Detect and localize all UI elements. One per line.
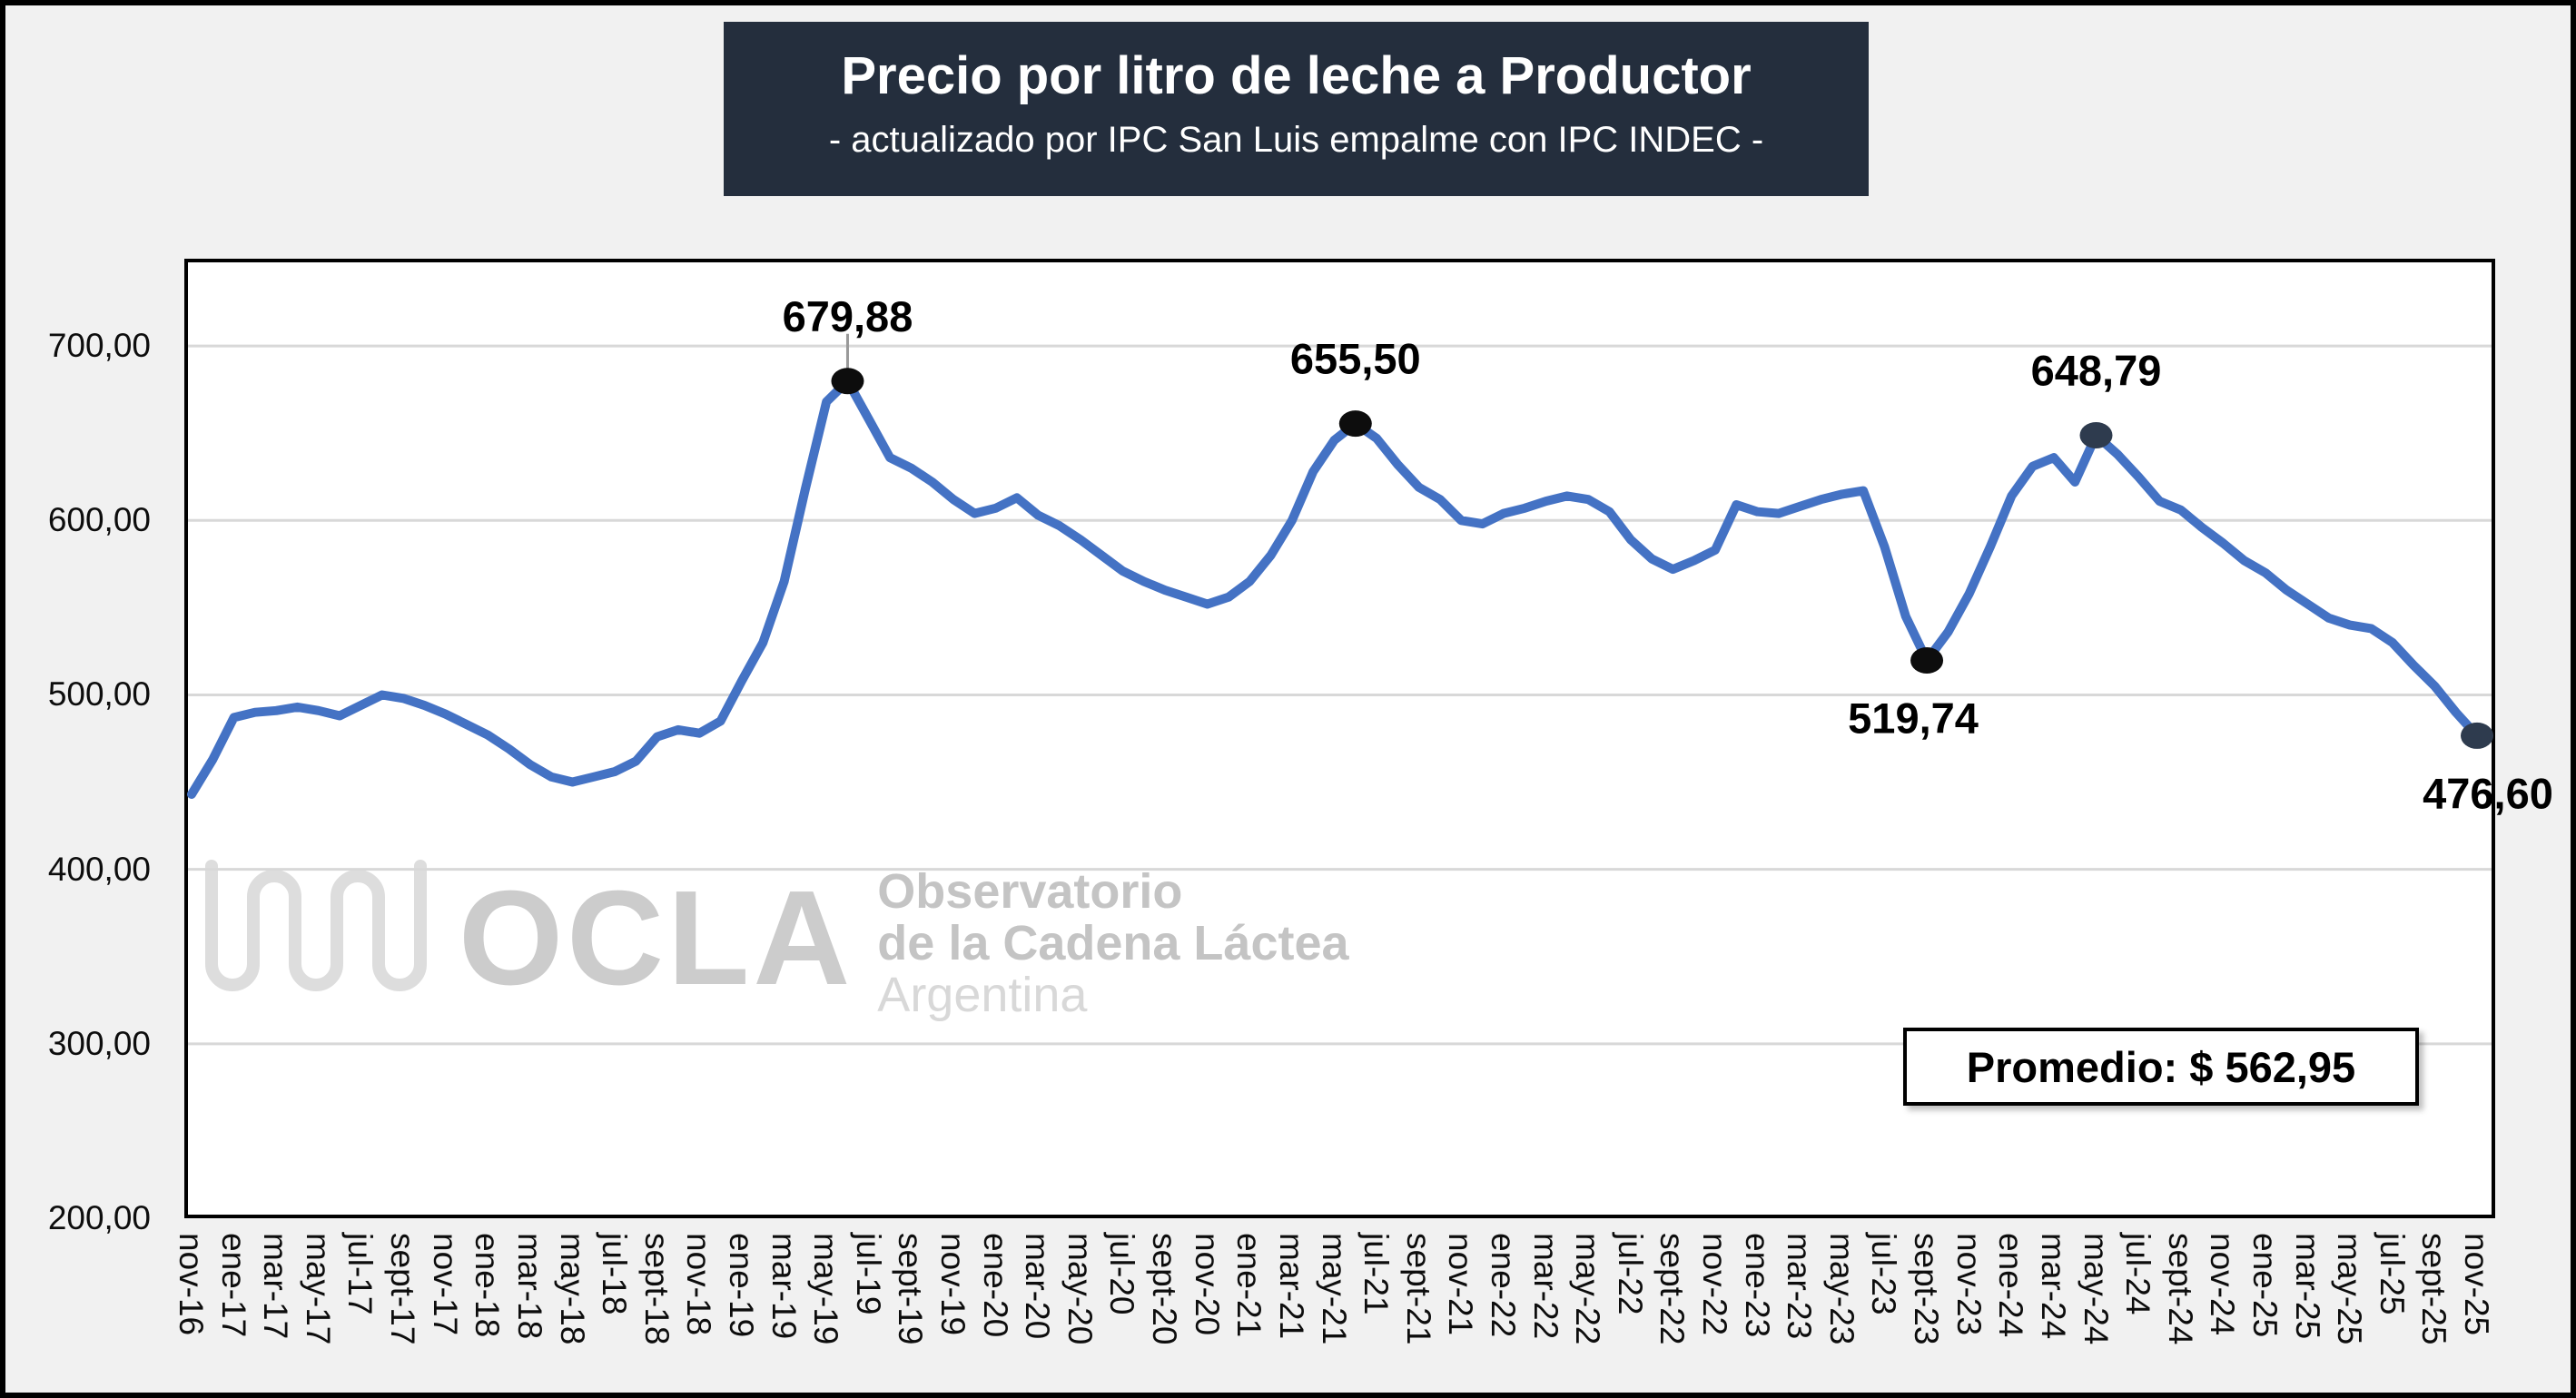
data-point-dot [2079, 422, 2113, 449]
x-axis-tick-label: mar-17 [257, 1233, 295, 1340]
data-point-dot [2461, 722, 2493, 749]
data-point-label: 519,74 [1848, 694, 1979, 743]
x-axis-tick-label: ene-24 [1992, 1233, 2030, 1338]
x-axis-tick-label: nov-23 [1949, 1233, 1988, 1336]
x-axis-tick-label: sept-20 [1146, 1233, 1184, 1345]
x-axis-tick-label: nov-21 [1442, 1233, 1480, 1336]
x-axis-tick-label: jul-21 [1357, 1233, 1396, 1315]
x-axis-tick-label: mar-21 [1272, 1233, 1310, 1340]
x-axis-tick-label: ene-21 [1230, 1233, 1268, 1338]
x-axis-tick-label: mar-23 [1781, 1233, 1819, 1340]
x-axis-tick-label: jul-25 [2373, 1233, 2411, 1315]
x-axis-tick-label: jul-20 [1103, 1233, 1141, 1315]
x-axis-tick-label: nov-22 [1696, 1233, 1733, 1336]
x-axis-tick-label: may-17 [299, 1233, 337, 1345]
x-axis-tick-label: sept-25 [2415, 1233, 2453, 1345]
x-axis-tick-label: may-18 [553, 1233, 591, 1345]
x-axis-tick-label: may-23 [1822, 1233, 1860, 1345]
x-axis-tick-label: nov-19 [934, 1233, 972, 1336]
x-axis-tick-label: ene-23 [1738, 1233, 1776, 1338]
average-value-label: Promedio: $ 562,95 [1966, 1042, 2356, 1091]
x-axis-tick-label: nov-24 [2204, 1233, 2242, 1336]
data-point-dot [1910, 647, 1944, 674]
x-axis-tick-label: jul-18 [596, 1233, 634, 1315]
x-axis-tick-label: sept-22 [1653, 1233, 1692, 1345]
x-axis-tick-label: nov-16 [173, 1233, 210, 1336]
x-axis-tick-label: sept-21 [1399, 1233, 1437, 1345]
x-axis-tick-label: sept-24 [2161, 1233, 2199, 1345]
y-axis-tick-label: 200,00 [47, 1199, 151, 1236]
x-axis-tick-label: ene-17 [214, 1233, 252, 1338]
x-axis-tick-label: mar-19 [765, 1233, 803, 1340]
x-axis-tick-label: nov-20 [1188, 1233, 1226, 1336]
x-axis-tick-label: may-22 [1569, 1233, 1607, 1345]
x-axis-tick-label: nov-17 [426, 1233, 464, 1336]
x-axis-tick-label: sept-18 [637, 1233, 676, 1345]
y-axis-tick-label: 600,00 [47, 501, 151, 539]
x-axis-tick-label: ene-20 [976, 1233, 1014, 1338]
x-axis-tick-label: jul-17 [341, 1233, 380, 1315]
y-axis-tick-label: 300,00 [47, 1024, 151, 1062]
data-point-label: 679,88 [783, 292, 913, 340]
x-axis-tick-label: jul-19 [849, 1233, 887, 1315]
x-axis-tick-label: sept-17 [384, 1233, 422, 1345]
x-axis-tick-label: ene-22 [1484, 1233, 1522, 1338]
x-axis-tick-label: sept-19 [892, 1233, 930, 1345]
x-axis-tick-label: sept-23 [1908, 1233, 1946, 1345]
x-axis-tick-label: jul-23 [1865, 1233, 1903, 1315]
x-axis-tick-label: mar-24 [2034, 1233, 2072, 1340]
x-axis-tick-label: may-24 [2077, 1233, 2115, 1345]
x-axis-tick-label: may-25 [2331, 1233, 2369, 1345]
x-axis-tick-label: mar-25 [2288, 1233, 2326, 1340]
x-axis-tick-label: mar-22 [1526, 1233, 1564, 1340]
x-axis-tick-label: nov-25 [2458, 1233, 2495, 1336]
x-axis-tick-label: mar-18 [510, 1233, 548, 1340]
x-axis-tick-label: ene-19 [722, 1233, 760, 1338]
data-point-label: 648,79 [2031, 347, 2162, 395]
data-point-dot [1338, 410, 1372, 438]
y-axis-tick-label: 500,00 [47, 675, 151, 714]
x-axis-tick-label: mar-20 [1019, 1233, 1057, 1340]
x-axis-tick-label: jul-22 [1611, 1233, 1649, 1315]
average-callout-box: Promedio: $ 562,95 [1903, 1028, 2419, 1106]
chart-title: Precio por litro de leche a Productor [841, 46, 1752, 105]
x-axis-tick-label: ene-25 [2245, 1233, 2284, 1338]
data-point-dot [831, 368, 864, 395]
x-axis-tick-label: jul-24 [2119, 1233, 2157, 1315]
chart-subtitle: - actualizado por IPC San Luis empalme c… [828, 120, 1764, 160]
data-point-label: 476,60 [2423, 769, 2553, 817]
x-axis-tick-label: may-19 [807, 1233, 845, 1345]
x-axis-tick-label: may-21 [1315, 1233, 1353, 1345]
price-line-chart: 679,88 655,50 519,74 648,79 476,60 [187, 292, 2553, 1046]
y-axis-tick-label: 400,00 [47, 850, 151, 888]
x-axis-tick-label: nov-18 [680, 1233, 718, 1336]
x-axis-tick-label: ene-18 [469, 1233, 507, 1338]
x-axis-tick-label: may-20 [1061, 1233, 1099, 1345]
chart-title-box: Precio por litro de leche a Productor - … [724, 22, 1869, 196]
data-point-label: 655,50 [1290, 335, 1421, 383]
y-axis-tick-label: 700,00 [47, 327, 151, 365]
price-series-line [187, 376, 2482, 799]
